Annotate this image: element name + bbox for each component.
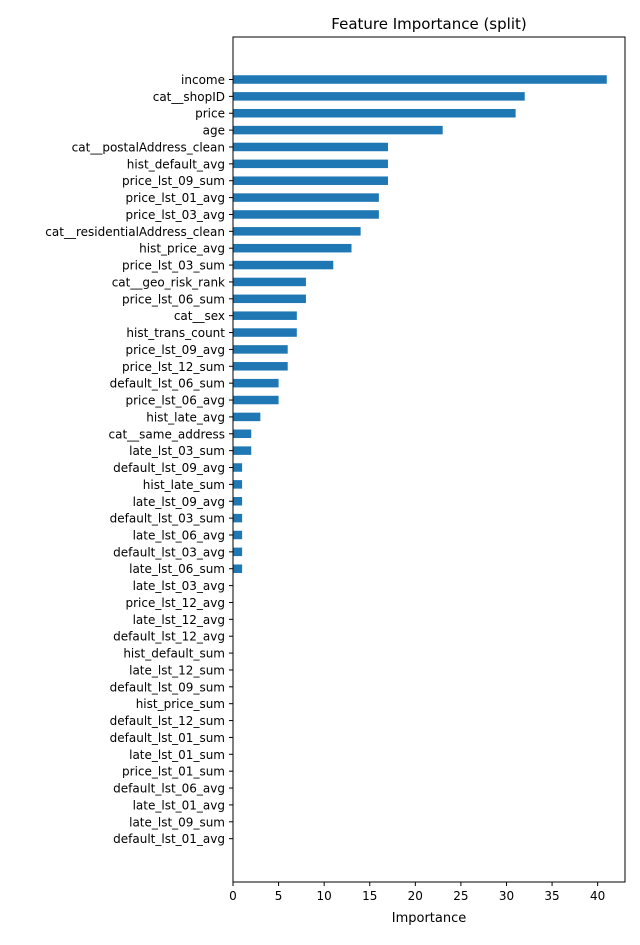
y-tick-label: price_lst_03_avg [126, 208, 226, 222]
y-tick-label: default_lst_09_sum [110, 680, 225, 694]
bar-default_lst_06_sum [233, 378, 279, 388]
bar-price_lst_06_avg [233, 395, 279, 405]
bar-price_lst_01_avg [233, 193, 379, 202]
y-tick-label: late_lst_06_sum [129, 562, 225, 576]
y-tick-label: cat__sex [174, 309, 225, 323]
y-tick-label: late_lst_03_avg [133, 579, 225, 593]
x-tick-label: 10 [317, 889, 332, 903]
y-tick-label: price_lst_01_avg [126, 191, 226, 205]
bar-cat__same_address [233, 429, 252, 439]
x-tick-label: 0 [229, 889, 237, 903]
y-tick-label: price_lst_06_sum [122, 292, 225, 306]
y-tick-label: cat__residentialAddress_clean [45, 225, 225, 239]
bar-price [233, 108, 516, 118]
y-tick-label: income [181, 73, 225, 87]
bar-late_lst_06_sum [233, 564, 243, 573]
y-tick-label: price_lst_03_sum [122, 259, 225, 273]
y-tick-label: late_lst_09_avg [133, 495, 225, 509]
bar-price_lst_03_sum [233, 260, 334, 270]
bar-price_lst_09_sum [233, 176, 388, 185]
y-tick-label: default_lst_03_sum [110, 512, 225, 526]
bars-layer [233, 75, 607, 573]
bar-age [233, 125, 443, 135]
y-tick-label: price_lst_12_avg [126, 596, 226, 610]
y-tick-label: cat__geo_risk_rank [112, 275, 225, 289]
bar-price_lst_03_avg [233, 210, 379, 219]
y-tick-label: default_lst_01_sum [110, 731, 225, 745]
bar-default_lst_09_avg [233, 463, 243, 472]
bar-hist_late_sum [233, 480, 243, 489]
bar-hist_late_avg [233, 412, 261, 422]
x-tick-label: 35 [544, 889, 559, 903]
y-tick-label: hist_late_avg [146, 410, 225, 424]
y-tick-label: cat__postalAddress_clean [72, 140, 225, 154]
y-tick-label: default_lst_06_avg [113, 782, 225, 796]
bar-default_lst_03_sum [233, 513, 243, 523]
y-tick-label: price_lst_01_sum [122, 765, 225, 779]
y-tick-label: default_lst_01_avg [113, 832, 225, 846]
y-tick-label: default_lst_12_avg [113, 630, 225, 644]
bar-price_lst_12_sum [233, 362, 288, 371]
bar-late_lst_03_sum [233, 446, 252, 455]
bar-hist_default_avg [233, 159, 388, 169]
bar-cat__residentialAddress_clean [233, 227, 361, 236]
bar-cat__geo_risk_rank [233, 277, 306, 287]
y-tick-label: late_lst_12_avg [133, 613, 225, 627]
x-tick-label: 5 [275, 889, 283, 903]
y-tick-label: default_lst_09_avg [113, 461, 225, 475]
y-tick-label: hist_trans_count [126, 326, 225, 340]
y-tick-label: hist_default_avg [127, 157, 225, 171]
x-tick-label: 20 [408, 889, 423, 903]
y-tick-label: default_lst_06_sum [110, 377, 225, 391]
bar-cat__shopID [233, 92, 525, 101]
x-tick-label: 30 [499, 889, 514, 903]
bar-price_lst_06_sum [233, 294, 306, 304]
y-tick-label: hist_default_sum [123, 647, 225, 661]
x-axis-title: Importance [392, 911, 467, 926]
x-tick-label: 15 [362, 889, 377, 903]
bar-late_lst_06_avg [233, 530, 243, 540]
bar-late_lst_09_avg [233, 497, 243, 506]
y-tick-label: late_lst_12_sum [129, 663, 225, 677]
bar-hist_trans_count [233, 328, 297, 337]
y-tick-label: late_lst_01_sum [129, 748, 225, 762]
x-ticks: 0 5 10 15 20 25 30 35 40 [229, 882, 605, 903]
bar-price_lst_09_avg [233, 345, 288, 354]
bar-default_lst_03_avg [233, 547, 243, 557]
y-tick-label: late_lst_09_sum [129, 815, 225, 829]
y-tick-label: cat__same_address [109, 427, 225, 441]
y-tick-label: price_lst_09_sum [122, 174, 225, 188]
bar-cat__sex [233, 311, 297, 320]
y-tick-label: late_lst_03_sum [129, 444, 225, 458]
y-tick-label: default_lst_03_avg [113, 545, 225, 559]
y-tick-label: price_lst_12_sum [122, 360, 225, 374]
y-tick-label: hist_late_sum [143, 478, 225, 492]
y-tick-label: price [195, 107, 225, 121]
bar-hist_price_avg [233, 243, 352, 253]
y-tick-label: price_lst_06_avg [126, 394, 226, 408]
bar-income [233, 75, 607, 84]
y-tick-label: default_lst_12_sum [110, 714, 225, 728]
chart-title: Feature Importance (split) [331, 15, 526, 33]
bar-cat__postalAddress_clean [233, 142, 388, 152]
y-tick-label: hist_price_sum [136, 697, 225, 711]
y-tick-label: late_lst_01_avg [133, 798, 225, 812]
plot-frame [232, 36, 626, 883]
x-tick-label: 40 [590, 889, 605, 903]
y-tick-label: hist_price_avg [139, 242, 225, 256]
y-tick-label: age [203, 124, 225, 138]
y-tick-label: late_lst_06_avg [133, 528, 225, 542]
x-tick-label: 25 [453, 889, 468, 903]
y-tick-label: price_lst_09_avg [126, 343, 226, 357]
y-tick-label: cat__shopID [153, 90, 225, 104]
